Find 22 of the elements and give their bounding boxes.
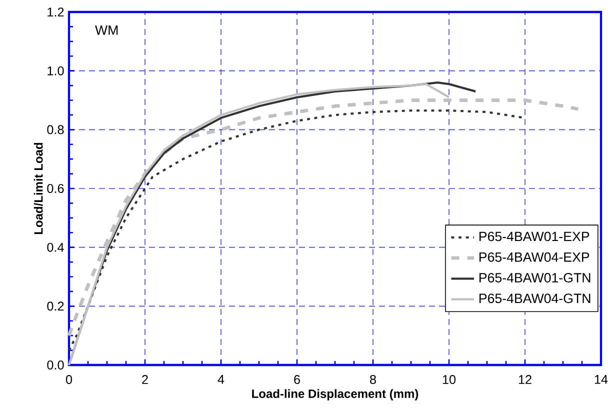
y-tick-label: 0.4: [47, 242, 64, 252]
x-tick-label: 14: [594, 375, 608, 384]
x-axis-title: Load-line Displacement (mm): [252, 389, 418, 400]
y-tick-label: 0.6: [47, 184, 64, 193]
y-tick-label: 1.0: [48, 66, 64, 76]
y-axis-title: Load/Limit Load: [34, 142, 43, 234]
legend-label: P65-4BAW04-GTN: [479, 294, 590, 304]
y-tick-label: 0.0: [47, 360, 64, 370]
x-tick-label: 4: [218, 375, 224, 384]
y-tick-label: 1.2: [48, 8, 64, 16]
y-tick-label: 0.8: [47, 125, 64, 134]
y-tick-label: 0.2: [47, 302, 64, 311]
annotation: WM: [95, 26, 118, 35]
legend-label: P65-4BAW01-EXP: [479, 232, 590, 242]
legend-label: P65-4BAW04-EXP: [479, 252, 590, 262]
x-tick-label: 6: [294, 375, 300, 384]
x-tick-label: 10: [442, 375, 456, 384]
x-tick-label: 8: [370, 375, 376, 384]
legend-label: P65-4BAW01-GTN: [479, 273, 590, 282]
x-tick-label: 0: [66, 375, 72, 384]
x-tick-label: 12: [518, 375, 532, 384]
x-tick-label: 2: [142, 375, 148, 384]
